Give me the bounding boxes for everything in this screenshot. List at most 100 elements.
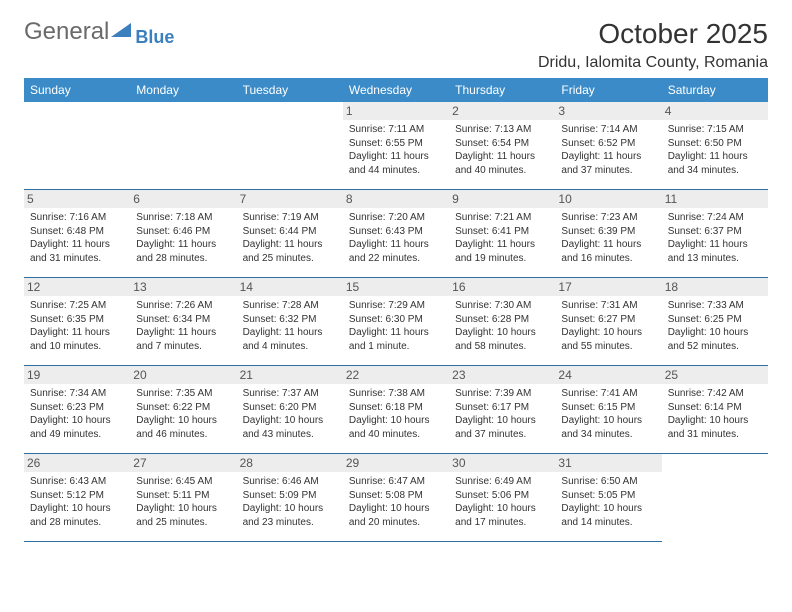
day-info: Sunrise: 7:18 AMSunset: 6:46 PMDaylight:… [136, 211, 230, 265]
sunrise-line: Sunrise: 6:46 AM [243, 475, 337, 489]
sunrise-line: Sunrise: 7:23 AM [561, 211, 655, 225]
sunrise-label: Sunrise: [136, 476, 175, 487]
sunrise-value: 6:49 AM [495, 476, 532, 487]
day-info: Sunrise: 7:14 AMSunset: 6:52 PMDaylight:… [561, 123, 655, 177]
sunset-label: Sunset: [561, 402, 598, 413]
sunrise-label: Sunrise: [30, 300, 69, 311]
sunrise-line: Sunrise: 7:26 AM [136, 299, 230, 313]
sunset-label: Sunset: [349, 402, 386, 413]
sunset-label: Sunset: [455, 226, 492, 237]
sunrise-label: Sunrise: [30, 388, 69, 399]
sunset-label: Sunset: [243, 490, 280, 501]
sunrise-label: Sunrise: [349, 124, 388, 135]
weekday-label: Monday [130, 78, 236, 102]
calendar-cell: 10Sunrise: 7:23 AMSunset: 6:39 PMDayligh… [555, 190, 661, 278]
sunrise-value: 7:23 AM [601, 212, 638, 223]
sunset-label: Sunset: [349, 226, 386, 237]
sunset-label: Sunset: [243, 314, 280, 325]
sunset-value: 6:54 PM [492, 138, 529, 149]
daylight-label: Daylight: [455, 415, 497, 426]
day-info: Sunrise: 7:29 AMSunset: 6:30 PMDaylight:… [349, 299, 443, 353]
day-number: 3 [555, 102, 661, 120]
day-info: Sunrise: 7:19 AMSunset: 6:44 PMDaylight:… [243, 211, 337, 265]
day-number: 6 [130, 190, 236, 208]
daylight-label: Daylight: [243, 239, 285, 250]
daylight-line: Daylight: 11 hours and 19 minutes. [455, 238, 549, 265]
calendar-cell: 26Sunrise: 6:43 AMSunset: 5:12 PMDayligh… [24, 454, 130, 542]
sunrise-line: Sunrise: 7:31 AM [561, 299, 655, 313]
daylight-line: Daylight: 11 hours and 1 minute. [349, 326, 443, 353]
sunset-value: 5:06 PM [492, 490, 529, 501]
sunrise-value: 7:18 AM [176, 212, 213, 223]
sunset-value: 6:43 PM [386, 226, 423, 237]
daylight-label: Daylight: [243, 327, 285, 338]
sunrise-value: 7:21 AM [495, 212, 532, 223]
day-number: 1 [343, 102, 449, 120]
sunrise-line: Sunrise: 7:20 AM [349, 211, 443, 225]
sunset-value: 5:09 PM [279, 490, 316, 501]
sunset-value: 6:20 PM [279, 402, 316, 413]
sunrise-label: Sunrise: [668, 212, 707, 223]
sunrise-value: 7:30 AM [495, 300, 532, 311]
sunset-value: 6:37 PM [704, 226, 741, 237]
daylight-line: Daylight: 10 hours and 25 minutes. [136, 502, 230, 529]
sunset-line: Sunset: 6:55 PM [349, 137, 443, 151]
sunset-label: Sunset: [455, 402, 492, 413]
sunrise-label: Sunrise: [455, 300, 494, 311]
calendar-cell-empty [130, 102, 236, 190]
day-info: Sunrise: 6:50 AMSunset: 5:05 PMDaylight:… [561, 475, 655, 529]
calendar-cell: 4Sunrise: 7:15 AMSunset: 6:50 PMDaylight… [662, 102, 768, 190]
daylight-label: Daylight: [30, 415, 72, 426]
sunrise-label: Sunrise: [561, 212, 600, 223]
sunrise-value: 7:15 AM [707, 124, 744, 135]
sunset-line: Sunset: 6:20 PM [243, 401, 337, 415]
sunset-line: Sunset: 6:32 PM [243, 313, 337, 327]
daylight-line: Daylight: 10 hours and 37 minutes. [455, 414, 549, 441]
daylight-label: Daylight: [561, 415, 603, 426]
daylight-label: Daylight: [561, 239, 603, 250]
calendar-cell: 15 Sunrise: 7:29 AMSunset: 6:30 PMDayligh… [343, 278, 449, 366]
daylight-line: Daylight: 11 hours and 44 minutes. [349, 150, 443, 177]
calendar-cell: 16Sunrise: 7:30 AMSunset: 6:28 PMDayligh… [449, 278, 555, 366]
day-number: 27 [130, 454, 236, 472]
sunset-label: Sunset: [668, 314, 705, 325]
sunrise-label: Sunrise: [243, 388, 282, 399]
calendar-cell: 13Sunrise: 7:26 AMSunset: 6:34 PMDayligh… [130, 278, 236, 366]
sunset-line: Sunset: 6:54 PM [455, 137, 549, 151]
weekday-label: Thursday [449, 78, 555, 102]
daylight-label: Daylight: [455, 503, 497, 514]
day-info: Sunrise: 7:34 AMSunset: 6:23 PMDaylight:… [30, 387, 124, 441]
daylight-label: Daylight: [243, 503, 285, 514]
daylight-line: Daylight: 10 hours and 20 minutes. [349, 502, 443, 529]
daylight-label: Daylight: [30, 503, 72, 514]
calendar-cell: 17Sunrise: 7:31 AMSunset: 6:27 PMDayligh… [555, 278, 661, 366]
day-info: Sunrise: 7:30 AMSunset: 6:28 PMDaylight:… [455, 299, 549, 353]
day-number: 30 [449, 454, 555, 472]
page-title: October 2025 [538, 18, 768, 50]
calendar-cell: 8Sunrise: 7:20 AMSunset: 6:43 PMDaylight… [343, 190, 449, 278]
day-info: Sunrise: 7:16 AMSunset: 6:48 PMDaylight:… [30, 211, 124, 265]
daylight-line: Daylight: 10 hours and 14 minutes. [561, 502, 655, 529]
sunset-label: Sunset: [349, 314, 386, 325]
calendar-cell: 19Sunrise: 7:34 AMSunset: 6:23 PMDayligh… [24, 366, 130, 454]
sunset-line: Sunset: 6:41 PM [455, 225, 549, 239]
day-info: Sunrise: 6:45 AMSunset: 5:11 PMDaylight:… [136, 475, 230, 529]
daylight-label: Daylight: [349, 151, 391, 162]
sunset-line: Sunset: 6:18 PM [349, 401, 443, 415]
day-info: Sunrise: 7:39 AMSunset: 6:17 PMDaylight:… [455, 387, 549, 441]
day-info: Sunrise: 7:33 AMSunset: 6:25 PMDaylight:… [668, 299, 762, 353]
sunrise-label: Sunrise: [136, 300, 175, 311]
day-info: Sunrise: 6:47 AMSunset: 5:08 PMDaylight:… [349, 475, 443, 529]
calendar-cell: 11Sunrise: 7:24 AMSunset: 6:37 PMDayligh… [662, 190, 768, 278]
daylight-line: Daylight: 11 hours and 10 minutes. [30, 326, 124, 353]
sunrise-line: Sunrise: 7:14 AM [561, 123, 655, 137]
day-number: 15 [343, 278, 449, 296]
daylight-label: Daylight: [455, 327, 497, 338]
sunrise-value: 7:42 AM [707, 388, 744, 399]
sunset-label: Sunset: [668, 226, 705, 237]
daylight-label: Daylight: [668, 151, 710, 162]
daylight-line: Daylight: 10 hours and 46 minutes. [136, 414, 230, 441]
weekday-label: Friday [555, 78, 661, 102]
daylight-label: Daylight: [349, 239, 391, 250]
sunset-line: Sunset: 6:46 PM [136, 225, 230, 239]
